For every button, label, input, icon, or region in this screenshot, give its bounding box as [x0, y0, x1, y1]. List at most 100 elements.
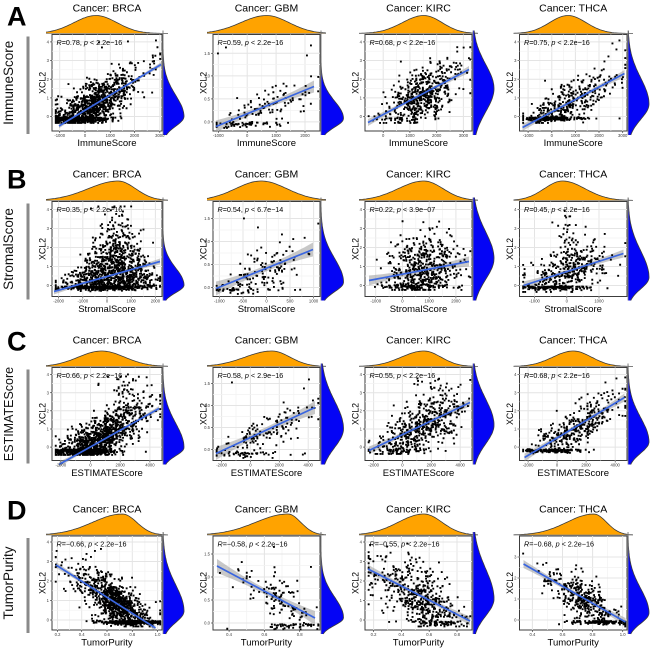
svg-text:0: 0 — [514, 114, 517, 119]
svg-text:0: 0 — [514, 283, 517, 288]
svg-text:0.0: 0.0 — [204, 120, 210, 125]
svg-text:4: 4 — [360, 40, 363, 45]
svg-text:TumorPurity: TumorPurity — [393, 638, 445, 649]
svg-text:ESTIMATEScore: ESTIMATEScore — [71, 468, 143, 479]
svg-text:1000: 1000 — [594, 299, 604, 304]
svg-text:D: D — [7, 496, 27, 526]
svg-text:3: 3 — [514, 555, 517, 560]
svg-text:ImmuneScore: ImmuneScore — [237, 138, 296, 149]
svg-text:0.5: 0.5 — [204, 598, 210, 603]
svg-text:StromalScore: StromalScore — [1, 208, 16, 290]
svg-text:StromalScore: StromalScore — [390, 304, 448, 315]
svg-text:0.6: 0.6 — [560, 632, 566, 637]
svg-text:0.2: 0.2 — [55, 632, 61, 637]
svg-text:ImmuneScore: ImmuneScore — [1, 41, 16, 125]
svg-text:XCL2: XCL2 — [38, 572, 48, 594]
svg-text:0: 0 — [556, 463, 559, 468]
svg-text:2000: 2000 — [581, 463, 591, 468]
svg-text:0: 0 — [47, 114, 50, 119]
svg-text:3: 3 — [47, 390, 50, 395]
svg-text:1.0: 1.0 — [204, 239, 210, 244]
svg-text:Cancer: KIRC: Cancer: KIRC — [386, 504, 451, 516]
svg-text:-1000: -1000 — [54, 133, 65, 138]
svg-text:0.4: 0.4 — [529, 632, 535, 637]
svg-text:3: 3 — [514, 226, 517, 231]
svg-text:XCL2: XCL2 — [505, 403, 515, 425]
svg-text:3000: 3000 — [618, 133, 628, 138]
svg-text:0.8: 0.8 — [129, 632, 135, 637]
svg-text:0.0: 0.0 — [204, 621, 210, 626]
svg-text:TumorPurity: TumorPurity — [81, 638, 133, 649]
svg-text:1000: 1000 — [571, 133, 581, 138]
svg-text:4: 4 — [514, 40, 517, 45]
svg-text:3: 3 — [360, 559, 363, 564]
svg-text:ImmuneScore: ImmuneScore — [389, 138, 448, 149]
svg-text:4000: 4000 — [304, 463, 314, 468]
svg-text:1: 1 — [360, 96, 363, 101]
svg-text:3: 3 — [360, 390, 363, 395]
svg-text:-2000: -2000 — [216, 463, 227, 468]
svg-text:R=−0.58, p < 2.2e−16: R=−0.58, p < 2.2e−16 — [218, 540, 288, 549]
svg-text:0: 0 — [514, 445, 517, 450]
svg-text:0: 0 — [401, 299, 404, 304]
svg-text:2: 2 — [514, 408, 517, 413]
svg-text:-1000: -1000 — [77, 299, 88, 304]
svg-text:1000: 1000 — [405, 133, 415, 138]
svg-text:4000: 4000 — [145, 463, 155, 468]
svg-text:4: 4 — [47, 207, 50, 212]
svg-text:R=0.75, p < 2.2e−16: R=0.75, p < 2.2e−16 — [524, 38, 590, 47]
svg-text:0.8: 0.8 — [297, 632, 303, 637]
svg-text:0.6: 0.6 — [261, 632, 267, 637]
svg-text:1: 1 — [360, 427, 363, 432]
svg-text:1: 1 — [47, 598, 50, 603]
svg-text:XCL2: XCL2 — [351, 572, 361, 594]
svg-text:Cancer: GBM: Cancer: GBM — [235, 504, 299, 516]
svg-text:TumorPurity: TumorPurity — [548, 638, 600, 649]
svg-text:3: 3 — [47, 226, 50, 231]
svg-text:1.5: 1.5 — [204, 216, 210, 221]
svg-text:0: 0 — [47, 283, 50, 288]
svg-text:1: 1 — [514, 427, 517, 432]
svg-text:3: 3 — [514, 390, 517, 395]
svg-text:3000: 3000 — [459, 133, 469, 138]
svg-text:1000: 1000 — [271, 133, 281, 138]
svg-text:2: 2 — [47, 579, 50, 584]
svg-text:1000: 1000 — [127, 299, 137, 304]
svg-text:Cancer: BRCA: Cancer: BRCA — [73, 169, 142, 181]
svg-text:XCL2: XCL2 — [505, 238, 515, 260]
svg-text:XCL2: XCL2 — [351, 403, 361, 425]
svg-text:2000: 2000 — [300, 133, 310, 138]
svg-text:0.8: 0.8 — [590, 632, 596, 637]
svg-text:0: 0 — [84, 133, 87, 138]
svg-text:2: 2 — [514, 576, 517, 581]
svg-text:4000: 4000 — [611, 463, 621, 468]
svg-text:1: 1 — [47, 96, 50, 101]
svg-text:1000: 1000 — [309, 299, 319, 304]
svg-text:0.5: 0.5 — [204, 262, 210, 267]
svg-text:0.8: 0.8 — [454, 632, 460, 637]
svg-text:Cancer: THCA: Cancer: THCA — [539, 504, 607, 516]
svg-text:R=0.22, p < 3.9e−07: R=0.22, p < 3.9e−07 — [370, 205, 436, 214]
svg-text:0: 0 — [360, 283, 363, 288]
svg-text:XCL2: XCL2 — [351, 72, 361, 94]
svg-text:R=0.55, p < 2.2e−16: R=0.55, p < 2.2e−16 — [370, 371, 436, 380]
svg-text:Cancer: THCA: Cancer: THCA — [539, 169, 607, 181]
svg-text:StromalScore: StromalScore — [238, 304, 296, 315]
svg-text:R=0.68, p < 2.2e−16: R=0.68, p < 2.2e−16 — [524, 371, 590, 380]
svg-text:2: 2 — [47, 408, 50, 413]
svg-text:2000: 2000 — [130, 133, 140, 138]
svg-text:2000: 2000 — [151, 299, 161, 304]
svg-text:StromalScore: StromalScore — [78, 304, 136, 315]
svg-text:XCL2: XCL2 — [199, 72, 209, 94]
svg-text:500: 500 — [287, 299, 295, 304]
svg-text:0.4: 0.4 — [79, 632, 85, 637]
svg-text:0: 0 — [47, 445, 50, 450]
svg-text:R=−0.68, p < 2.2e−16: R=−0.68, p < 2.2e−16 — [524, 540, 594, 549]
svg-text:XCL2: XCL2 — [38, 403, 48, 425]
svg-text:R=0.54, p < 6.7e−14: R=0.54, p < 6.7e−14 — [218, 205, 284, 214]
svg-text:1.0: 1.0 — [204, 403, 210, 408]
svg-text:1: 1 — [360, 598, 363, 603]
svg-text:1.5: 1.5 — [204, 381, 210, 386]
svg-text:ESTIMATEScore: ESTIMATEScore — [2, 367, 16, 461]
svg-text:1: 1 — [514, 96, 517, 101]
